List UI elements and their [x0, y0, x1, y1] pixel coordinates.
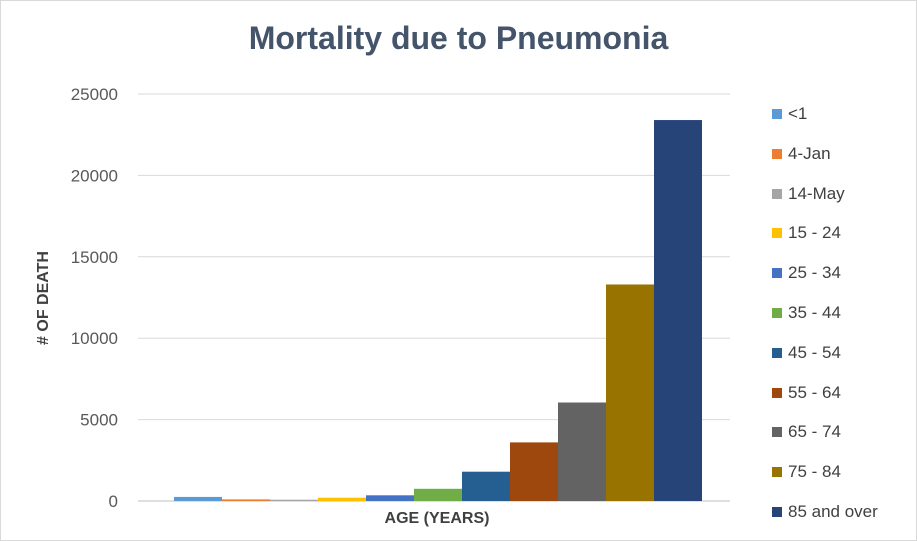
bar: [414, 488, 462, 501]
legend-item: 35 - 44: [772, 302, 841, 324]
legend-swatch: [772, 387, 782, 398]
legend-item: 55 - 64: [772, 382, 841, 404]
legend-label: 35 - 44: [788, 303, 841, 322]
legend-label: 45 - 54: [788, 342, 841, 362]
legend-swatch: [772, 308, 782, 318]
bars: [174, 120, 702, 501]
bar: [318, 497, 366, 501]
legend-swatch: [772, 268, 782, 279]
legend-item: 65 - 74: [772, 421, 841, 443]
legend-label: 15 - 24: [788, 223, 841, 243]
bar: [510, 442, 558, 501]
y-axis-ticks: 0 5000 10000 15000 20000 25000: [71, 85, 118, 511]
legend-item: <1: [772, 103, 807, 125]
legend-label: 25 - 34: [788, 263, 841, 283]
bar: [654, 120, 702, 501]
legend-item: 85 and over: [772, 501, 878, 523]
legend-swatch: [772, 109, 782, 119]
y-tick-label: 15000: [71, 248, 118, 267]
y-tick-label: 0: [109, 492, 118, 511]
legend-swatch: [772, 467, 782, 478]
legend-item: 14-May: [772, 183, 845, 205]
legend-label: 75 - 84: [788, 462, 841, 482]
y-tick-label: 20000: [71, 166, 118, 185]
legend-item: 4-Jan: [772, 143, 831, 165]
legend-label: 14-May: [788, 183, 845, 203]
bar: [270, 499, 318, 501]
legend-item: 25 - 34: [772, 262, 841, 284]
legend-label: <1: [788, 104, 808, 123]
x-axis-label: AGE (YEARS): [384, 510, 490, 527]
legend-label: 85 and over: [788, 502, 878, 521]
legend-swatch: [772, 507, 782, 517]
legend-swatch: [772, 148, 782, 159]
legend-item: 15 - 24: [772, 222, 841, 244]
legend-swatch: [772, 188, 782, 199]
bar: [222, 499, 270, 501]
bar: [462, 471, 510, 501]
legend-label: 4-Jan: [788, 143, 831, 163]
bar: [606, 284, 654, 501]
legend-swatch: [772, 228, 782, 239]
bar: [366, 495, 414, 501]
legend-item: 75 - 84: [772, 461, 841, 483]
legend-label: 65 - 74: [788, 422, 841, 442]
y-tick-label: 10000: [71, 329, 118, 348]
legend-swatch: [772, 427, 782, 438]
y-tick-label: 25000: [71, 85, 118, 104]
legend-swatch: [772, 347, 782, 358]
legend-item: 45 - 54: [772, 342, 841, 364]
chart-title: Mortality due to Pneumonia: [248, 20, 669, 56]
legend-label: 55 - 64: [788, 382, 841, 402]
bar: [174, 496, 222, 501]
bar: [558, 402, 606, 501]
y-tick-label: 5000: [80, 411, 118, 430]
